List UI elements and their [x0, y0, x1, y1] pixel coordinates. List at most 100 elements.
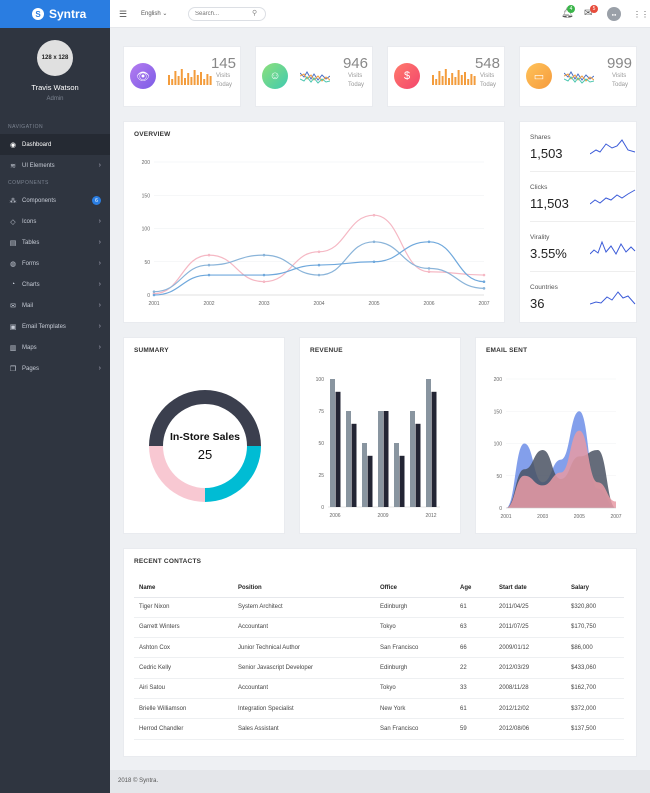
mini-bar [187, 73, 190, 85]
column-header-position[interactable]: Position [233, 579, 375, 598]
sidebar: S Syntra 128 x 128 Travis Watson Admin N… [0, 0, 110, 793]
components-icon: ⁂ [9, 197, 17, 205]
mail-icon[interactable]: ✉ [584, 8, 593, 19]
summary-donut-chart [149, 390, 261, 502]
sidebar-item-tables[interactable]: ▤ Tables › [0, 232, 110, 253]
mini-bar [190, 77, 193, 85]
x-tick-label: 2001 [148, 301, 159, 307]
chevron-right-icon: › [98, 239, 101, 246]
sidebar-item-pages[interactable]: ❐ Pages › [0, 358, 110, 379]
table-row[interactable]: Garrett Winters Accountant Tokyo 63 2011/07/… [134, 617, 624, 639]
table-row[interactable]: Ashton Cox Junior Technical Author San Fra… [134, 637, 624, 659]
sidebar-item-dashboard[interactable]: ◉ Dashboard [0, 134, 110, 155]
table-cell: Edinburgh [375, 657, 455, 679]
table-row[interactable]: Brielle Williamson Integration Specialist… [134, 698, 624, 720]
data-point [152, 290, 156, 293]
data-point [482, 287, 486, 290]
column-header-name[interactable]: Name [134, 579, 233, 598]
data-point [372, 260, 376, 264]
search-icon[interactable]: ⚲ [252, 10, 258, 17]
table-cell: $170,750 [566, 617, 624, 639]
x-tick-label: 2007 [610, 514, 621, 520]
table-cell: Tokyo [375, 617, 455, 639]
bell-icon[interactable]: 🔔︎ [561, 8, 574, 19]
table-cell: 2011/07/25 [494, 617, 566, 639]
sidebar-item-mail[interactable]: ✉ Mail › [0, 295, 110, 316]
table-cell: Accountant [233, 678, 375, 699]
language-selector[interactable]: English ⌄ [141, 11, 168, 17]
overview-card: OVERVIEW 0 50 100 150 200 2001 2002 2003 2004 200… [123, 121, 505, 323]
layers-icon: ≋ [10, 162, 16, 170]
profile-role: Admin [46, 96, 64, 102]
metric-countries: Countries 36 [530, 272, 636, 322]
stat-value: 145 [210, 55, 236, 72]
table-row[interactable]: Herrod Chandler Sales Assistant San Franci… [134, 718, 624, 740]
footer-text: 2018 © Syntra. [118, 778, 159, 784]
dollar-icon: $ [394, 63, 420, 89]
chevron-right-icon: › [98, 218, 101, 225]
brand-logo[interactable]: S Syntra [0, 0, 110, 28]
metric-value: 3.55% [530, 246, 567, 261]
hamburger-menu-icon[interactable]: ☰ [119, 9, 128, 19]
sidebar-item-icons[interactable]: ◇ Icons › [0, 211, 110, 232]
contacts-table: Name Position Office Age Start date Sala… [134, 579, 624, 740]
column-header-salary[interactable]: Salary [566, 579, 624, 598]
chevron-right-icon: › [98, 260, 101, 267]
sidebar-item-components[interactable]: ⁂ Components 6 [0, 190, 110, 211]
mail-badge: 5 [590, 5, 598, 13]
sidebar-item-charts[interactable]: ◔ Charts › [0, 274, 110, 295]
stat-card-visits-4: ▭ 999 Visits Today [519, 46, 637, 107]
search-input[interactable] [188, 7, 266, 21]
mini-bar [454, 77, 457, 85]
table-row[interactable]: Tiger Nixon System Architect Edinburgh 61 20… [134, 597, 624, 618]
table-cell: San Francisco [375, 718, 455, 740]
table-cell: $320,800 [566, 597, 624, 618]
bar [426, 379, 431, 507]
summary-title: SUMMARY [134, 347, 169, 354]
mini-bar [470, 74, 473, 85]
recent-contacts-card: RECENT CONTACTS Name Position Office Age… [123, 548, 637, 757]
mini-bar [203, 79, 206, 85]
bar [351, 423, 357, 507]
sidebar-item-maps[interactable]: ▥ Maps › [0, 337, 110, 358]
avatar[interactable]: 128 x 128 [37, 40, 73, 76]
table-cell: 2008/11/28 [494, 678, 566, 699]
metric-value: 1,503 [530, 146, 563, 161]
column-header-start-date[interactable]: Start date [494, 579, 566, 598]
stat-card-visits-3: $ 548 Visits Today [387, 46, 505, 107]
sidebar-item-forms[interactable]: ◍ Forms › [0, 253, 110, 274]
grid-apps-icon[interactable]: ⋮⋮ [633, 10, 649, 19]
user-icon: ☺ [262, 63, 288, 89]
x-tick-label: 2003 [537, 514, 548, 520]
table-cell: Tokyo [375, 678, 455, 699]
sidebar-item-email-templates[interactable]: ▣ Email Templates › [0, 316, 110, 337]
revenue-card: REVENUE 0 25 50 75 100 2006 2009 2012 [299, 337, 461, 534]
y-tick-label: 200 [142, 160, 151, 166]
sidebar-item-ui-elements[interactable]: ≋ UI Elements › [0, 155, 110, 176]
bar [330, 379, 335, 507]
y-tick-label: 0 [321, 505, 324, 511]
email-area-chart: 0 50 100 150 200 2001 2003 2005 2007 [494, 377, 622, 520]
column-header-office[interactable]: Office [375, 579, 455, 598]
table-row[interactable]: Airi Satou Accountant Tokyo 33 2008/11/28 $16… [134, 678, 624, 699]
bar [410, 411, 415, 507]
table-cell: 2009/01/12 [494, 637, 566, 659]
table-row[interactable]: Cedric Kelly Senior Javascript Developer E… [134, 657, 624, 679]
column-header-age[interactable]: Age [455, 579, 494, 598]
table-cell: Tiger Nixon [134, 597, 233, 618]
nav-heading-navigation: NAVIGATION [8, 124, 44, 130]
bar [362, 443, 367, 507]
y-tick-label: 200 [494, 377, 503, 383]
stat-label: Visits Today [480, 73, 497, 88]
mini-bar [435, 79, 438, 85]
brand-name: Syntra [49, 7, 87, 21]
user-avatar[interactable]: ●● [607, 7, 621, 21]
data-point [427, 270, 431, 274]
template-icon: ▣ [9, 323, 17, 331]
bar [335, 391, 341, 507]
components-badge: 6 [92, 196, 101, 205]
mini-bar [206, 74, 209, 85]
sparkline [590, 139, 636, 155]
pages-icon: ❐ [9, 365, 17, 373]
data-point [317, 250, 321, 254]
